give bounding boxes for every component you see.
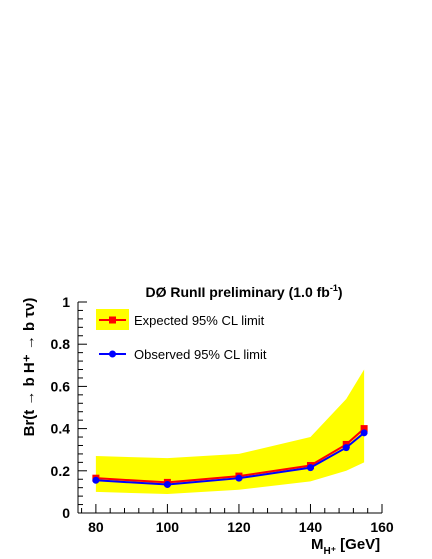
x-tick-label: 100 — [156, 519, 180, 535]
legend-label-0: Expected 95% CL limit — [134, 313, 265, 328]
x-tick-label: 80 — [88, 519, 104, 535]
title-text: DØ RunII preliminary (1.0 fb — [145, 284, 329, 300]
x-tick-label: 120 — [227, 519, 251, 535]
x-label-sub: H⁺ — [324, 546, 337, 557]
x-label-unit: [GeV] — [336, 536, 380, 553]
title-superscript: -1 — [330, 283, 338, 293]
expected-band — [95, 369, 365, 495]
x-tick-label: 160 — [370, 519, 394, 535]
legend-marker-1 — [109, 350, 116, 358]
series-1-point — [235, 474, 243, 482]
y-tick-label: 0.8 — [51, 336, 71, 352]
series-1-point — [342, 444, 350, 452]
chart-title: DØ RunII preliminary (1.0 fb-1) — [145, 283, 342, 300]
x-label-main: M — [311, 536, 324, 553]
y-tick-label: 0.4 — [51, 421, 71, 437]
legend-marker-0 — [109, 316, 116, 324]
title-close: ) — [338, 284, 343, 300]
y-tick-label: 1 — [62, 294, 70, 310]
y-tick-label: 0 — [62, 505, 70, 521]
legend-label-1: Observed 95% CL limit — [134, 347, 267, 362]
x-tick-label: 140 — [299, 519, 323, 535]
x-axis-label: MH⁺ [GeV] — [311, 536, 380, 557]
series-1-point — [306, 464, 314, 472]
y-tick-label: 0.2 — [51, 463, 71, 479]
series-line-1 — [95, 432, 365, 486]
series-0-point — [360, 425, 368, 433]
series-1-point — [92, 476, 100, 484]
y-axis-label: Br(t → b H⁺ → b τν) — [21, 298, 38, 437]
series-1-point — [163, 481, 171, 489]
plot-area: 0 0.2 0.4 0.6 0.8 1 80 100 120 140 160 Expected 95%… — [51, 294, 394, 535]
series-1-point — [360, 429, 368, 437]
y-tick-label: 0.6 — [51, 378, 71, 394]
